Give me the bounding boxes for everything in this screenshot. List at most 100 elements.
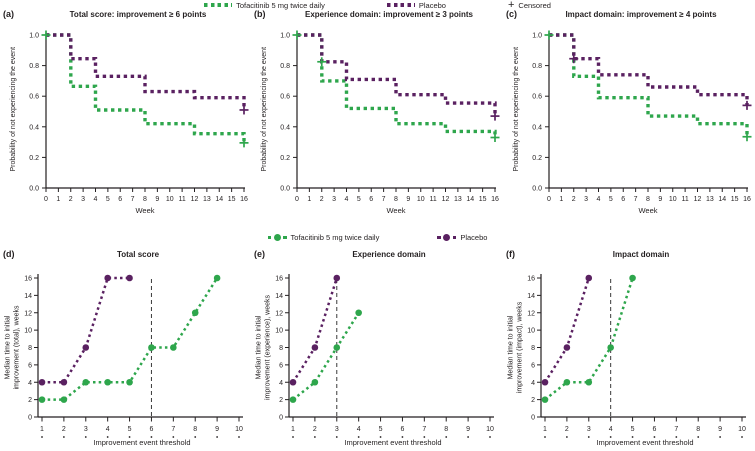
tick-label: 8 bbox=[646, 196, 650, 203]
legend-label: Placebo bbox=[460, 233, 488, 242]
data-point-marker bbox=[104, 274, 111, 282]
tick-label: 8 bbox=[279, 345, 283, 352]
data-point-marker bbox=[82, 378, 90, 386]
tick-label: 16 bbox=[743, 196, 751, 203]
tick-label: 7 bbox=[422, 426, 426, 433]
tick-label: 10 bbox=[166, 196, 174, 203]
axes: 0 1 2 3 4 5 6 7 8 9 10 11 12 13 14 15 160.00.20.40.60.81… bbox=[29, 33, 248, 204]
data-point-marker bbox=[60, 378, 68, 386]
tick-label: 3 bbox=[587, 426, 591, 433]
tick-label: 4 bbox=[345, 196, 349, 203]
tick-label: 0.0 bbox=[532, 186, 542, 193]
panel-d: (d) Total score 1 2 3 4 5 6 7 8 9 10 0 2 4 6 8 10 12 14 16… bbox=[0, 245, 252, 451]
censored-plus-icon: + bbox=[507, 0, 515, 11]
tick-dot bbox=[62, 436, 65, 438]
tick-label: 15 bbox=[731, 196, 739, 203]
panel-label: (a) bbox=[3, 9, 14, 19]
tick-label: 8 bbox=[394, 196, 398, 203]
tick-label: 0 bbox=[295, 196, 299, 203]
tick-dot bbox=[741, 436, 743, 438]
km-series-tofacitinib bbox=[46, 33, 246, 143]
data-point-marker bbox=[333, 344, 341, 351]
data-point-marker bbox=[541, 396, 549, 403]
tick-dot bbox=[719, 436, 722, 438]
tick-label: 1 bbox=[291, 426, 295, 433]
tick-label: 3 bbox=[84, 426, 88, 433]
km-series-placebo bbox=[297, 33, 497, 117]
x-axis-label: Week bbox=[386, 206, 406, 215]
tick-label: 8 bbox=[143, 196, 147, 203]
km-chart-impact-domain: 0 1 2 3 4 5 6 7 8 9 10 11 12 13 14 15 160.00.20.40.60.81… bbox=[532, 30, 752, 203]
y-axis-label: Probability of not experiencing the even… bbox=[260, 46, 268, 172]
tick-dot bbox=[172, 436, 175, 438]
tick-label: 8 bbox=[531, 345, 535, 352]
y-axis-label: Median time to initial improvement (impa… bbox=[508, 248, 525, 448]
tick-label: 6 bbox=[279, 362, 283, 369]
tick-label: 14 bbox=[275, 293, 283, 300]
x-axis-label: Improvement event threshold bbox=[596, 438, 694, 447]
censor-plus-icon bbox=[742, 132, 752, 142]
panel-f: (f) Impact domain 1 2 3 4 5 6 7 8 9 10 0 2 4 6 8 10 12 14… bbox=[503, 245, 755, 451]
y-axis-label-line2: improvement (experience), weeks bbox=[264, 294, 271, 401]
tick-label: 4 bbox=[597, 196, 601, 203]
tick-label: 6 bbox=[621, 196, 625, 203]
censor-plus-icon bbox=[490, 111, 500, 121]
tick-dot bbox=[128, 436, 131, 438]
tick-label: 1 bbox=[56, 196, 60, 203]
tick-label: 3 bbox=[584, 196, 588, 203]
tick-label: 1 bbox=[543, 426, 547, 433]
legend-item-censored: + Censored bbox=[507, 0, 551, 11]
tick-label: 10 bbox=[738, 426, 746, 433]
data-point-marker bbox=[104, 378, 111, 386]
tick-label: 12 bbox=[527, 310, 535, 317]
panel-label: (b) bbox=[254, 9, 266, 19]
tick-label: 12 bbox=[694, 196, 702, 203]
tick-label: 4 bbox=[279, 380, 283, 387]
data-point-marker bbox=[289, 378, 297, 386]
tick-label: 2 bbox=[572, 196, 576, 203]
tick-label: 16 bbox=[24, 276, 32, 283]
tick-label: 5 bbox=[609, 196, 613, 203]
tick-dot bbox=[194, 436, 197, 438]
tick-dot bbox=[423, 436, 426, 438]
tick-label: 0 bbox=[28, 415, 32, 422]
km-series-tofacitinib bbox=[297, 33, 497, 138]
panel-e: (e) Experience domain 1 2 3 4 5 6 7 8 9 10 0 2 4 6 8 10… bbox=[251, 245, 503, 451]
tick-label: 4 bbox=[531, 380, 535, 387]
tick-label: 1 bbox=[559, 196, 563, 203]
km-chart-total-score: 0 1 2 3 4 5 6 7 8 9 10 11 12 13 14 15 160.00.20.40.60.81… bbox=[29, 30, 249, 204]
threshold-series-placebo bbox=[291, 277, 338, 383]
panel-label: (e) bbox=[254, 249, 265, 259]
tick-dot bbox=[697, 436, 700, 438]
panel-label: (c) bbox=[506, 9, 517, 19]
km-chart-experience-domain: 0 1 2 3 4 5 6 7 8 9 10 11 12 13 14 15 160.00.20.40.60.81… bbox=[280, 30, 500, 203]
data-point-marker bbox=[607, 344, 614, 351]
data-point-marker bbox=[585, 378, 593, 386]
tick-label: 0 bbox=[44, 196, 48, 203]
censor-plus-icon bbox=[569, 54, 579, 64]
tick-label: 3 bbox=[81, 196, 85, 203]
tick-label: 2 bbox=[69, 196, 73, 203]
tick-label: 13 bbox=[706, 196, 714, 203]
tick-label: 7 bbox=[674, 426, 678, 433]
x-axis-label: Improvement event threshold bbox=[93, 438, 191, 447]
tick-label: 0.2 bbox=[532, 155, 542, 162]
tick-label: 0.2 bbox=[280, 155, 290, 162]
tick-label: 2 bbox=[313, 426, 317, 433]
tick-label: 16 bbox=[491, 196, 499, 203]
tick-label: 8 bbox=[28, 345, 32, 352]
censor-plus-icon bbox=[544, 30, 554, 40]
censor-plus-icon bbox=[41, 30, 51, 40]
tick-label: 9 bbox=[718, 426, 722, 433]
tick-label: 16 bbox=[527, 276, 535, 283]
tick-label: 5 bbox=[106, 196, 110, 203]
y-axis-label: Probability of not experiencing the even… bbox=[9, 46, 17, 172]
y-axis-label-line1: Median time to initial bbox=[255, 315, 263, 380]
tick-dot bbox=[41, 436, 43, 438]
threshold-series-placebo bbox=[42, 276, 130, 384]
tick-dot bbox=[238, 436, 240, 438]
legend-label: Censored bbox=[518, 0, 551, 10]
